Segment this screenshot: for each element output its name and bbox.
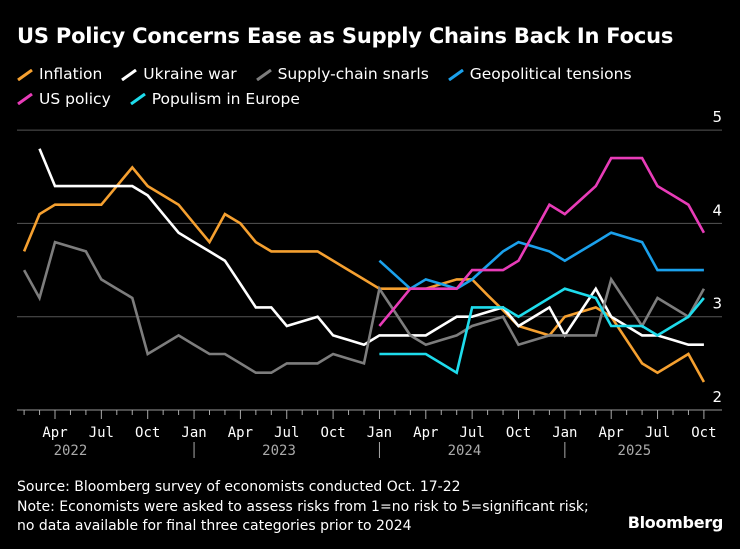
note-text: Note: Economists were asked to assess ri… bbox=[17, 498, 589, 515]
y-tick-label: 2 bbox=[712, 388, 722, 406]
legend-swatch-icon bbox=[17, 68, 33, 81]
x-tick-label: Jan bbox=[552, 425, 577, 441]
bloomberg-logo: Bloomberg bbox=[627, 513, 724, 532]
legend-label: Populism in Europe bbox=[151, 89, 300, 108]
y-tick-label: 5 bbox=[712, 108, 722, 126]
y-tick-label: 3 bbox=[712, 295, 722, 313]
x-tick-label: Oct bbox=[320, 425, 345, 441]
x-tick-label: Oct bbox=[506, 425, 531, 441]
x-tick-label: Jan bbox=[181, 425, 206, 441]
x-tick-label: Jul bbox=[274, 425, 299, 441]
source-text: Source: Bloomberg survey of economists c… bbox=[17, 479, 461, 495]
note-text-2: no data available for final three catego… bbox=[17, 518, 412, 534]
legend-item-us-policy: US policy bbox=[17, 88, 111, 111]
legend-swatch-icon bbox=[17, 93, 33, 105]
series-line-geopolitical-tensions bbox=[378, 231, 704, 291]
x-tick-label: Oct bbox=[135, 425, 160, 441]
x-tick-label: Apr bbox=[599, 425, 624, 441]
x-year-label: 2022 bbox=[54, 443, 88, 459]
x-tick-label: Jul bbox=[460, 425, 485, 441]
series-line-populism-in-europe bbox=[379, 287, 705, 375]
line-chart: 2 3 4 5 Apr Jul Oct Jan Apr Jul Oct Jan Apr Jul Oct Jan… bbox=[17, 108, 722, 459]
x-tick-label: Oct bbox=[691, 425, 716, 441]
x-tick-label: Jul bbox=[645, 425, 670, 441]
footer: Source: Bloomberg survey of economists c… bbox=[17, 478, 589, 537]
series-line-us-policy bbox=[378, 156, 706, 327]
x-tick-label: Apr bbox=[228, 425, 253, 441]
legend: Inflation Ukraine war Supply-chain snarl… bbox=[17, 63, 727, 112]
x-year-label: 2023 bbox=[262, 443, 296, 459]
x-year-label: 2024 bbox=[448, 443, 482, 459]
legend-item-supply-chain: Supply-chain snarls bbox=[255, 63, 429, 86]
x-tick-label: Apr bbox=[413, 425, 438, 441]
legend-label: Ukraine war bbox=[143, 65, 237, 83]
legend-item-ukraine-war: Ukraine war bbox=[121, 63, 237, 86]
legend-swatch-icon bbox=[447, 68, 464, 81]
x-year-label: 2025 bbox=[618, 443, 652, 459]
legend-label: Geopolitical tensions bbox=[469, 65, 632, 83]
legend-label: US policy bbox=[39, 89, 111, 108]
legend-swatch-icon bbox=[121, 68, 138, 81]
legend-item-geopolitical: Geopolitical tensions bbox=[447, 63, 632, 86]
legend-item-inflation: Inflation bbox=[17, 63, 102, 86]
legend-item-populism: Populism in Europe bbox=[129, 88, 300, 111]
legend-swatch-icon bbox=[255, 68, 272, 81]
series-line-ukraine-war bbox=[38, 148, 704, 347]
chart-title: US Policy Concerns Ease as Supply Chains… bbox=[17, 24, 674, 48]
x-tick-label: Apr bbox=[42, 425, 67, 441]
x-tick-label: Jan bbox=[367, 425, 392, 441]
legend-label: Supply-chain snarls bbox=[277, 65, 429, 83]
legend-swatch-icon bbox=[129, 93, 146, 105]
legend-label: Inflation bbox=[39, 65, 103, 83]
series-line-inflation bbox=[22, 165, 706, 383]
series-line-supply-chain-snarls bbox=[22, 240, 706, 375]
y-tick-label: 4 bbox=[712, 201, 722, 219]
x-tick-label: Jul bbox=[89, 425, 114, 441]
